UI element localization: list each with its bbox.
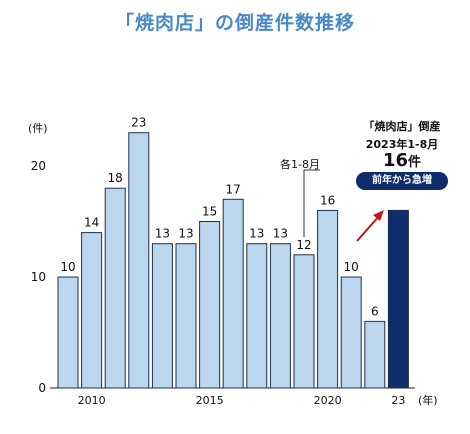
annotation-count: 16件	[352, 150, 452, 171]
y-tick-label: 10	[31, 270, 46, 284]
bar-value-label: 10	[60, 260, 75, 274]
chart-title: 「焼肉店」の倒産件数推移	[114, 12, 355, 34]
bar	[175, 243, 197, 389]
bar-value-label: 13	[178, 227, 193, 241]
bar	[104, 187, 126, 389]
bar-highlight	[387, 209, 409, 389]
surge-badge: 前年から急増	[356, 172, 448, 190]
bar-value-label: 14	[84, 216, 99, 230]
bar	[340, 276, 362, 389]
bar-value-label: 6	[371, 304, 379, 318]
annotation-title: 「焼肉店」倒産	[363, 120, 441, 133]
bar	[81, 232, 103, 389]
x-tick-label: 2010	[78, 394, 106, 407]
bar	[222, 198, 244, 389]
bar-value-label: 18	[108, 171, 123, 185]
bar-value-label: 13	[249, 227, 264, 241]
annotation-period: 2023年1-8月	[365, 138, 439, 151]
bar	[57, 276, 79, 389]
annotation-count-value: 16	[382, 150, 409, 171]
bar-value-label: 15	[202, 205, 217, 219]
bar	[293, 254, 315, 389]
bar-value-label: 13	[273, 227, 288, 241]
bar-value-label: 12	[296, 238, 311, 252]
bar-value-label: 16	[320, 193, 335, 207]
annotation-count-unit: 件	[408, 155, 422, 170]
bar	[317, 209, 339, 389]
period-note: 各1-8月	[280, 158, 320, 171]
increase-arrow-line	[356, 214, 381, 242]
bar-value-label: 13	[155, 227, 170, 241]
bar	[269, 243, 291, 389]
bar-value-label: 10	[344, 260, 359, 274]
x-tick-label: 2015	[196, 394, 224, 407]
y-tick-label: 20	[31, 159, 46, 173]
bar	[246, 243, 268, 389]
bar-value-label: 17	[226, 182, 241, 196]
x-tick-label: 23	[391, 394, 405, 407]
y-tick-label: 0	[38, 381, 46, 395]
bar	[128, 132, 150, 389]
y-axis-unit: (件)	[28, 122, 48, 135]
bar	[199, 221, 221, 389]
x-axis-unit: (年)	[418, 393, 438, 407]
bar	[364, 320, 386, 389]
x-tick-label: 2020	[314, 394, 342, 407]
bar-value-label: 23	[131, 116, 146, 130]
increase-arrow-head	[373, 210, 384, 221]
bar	[151, 243, 173, 389]
